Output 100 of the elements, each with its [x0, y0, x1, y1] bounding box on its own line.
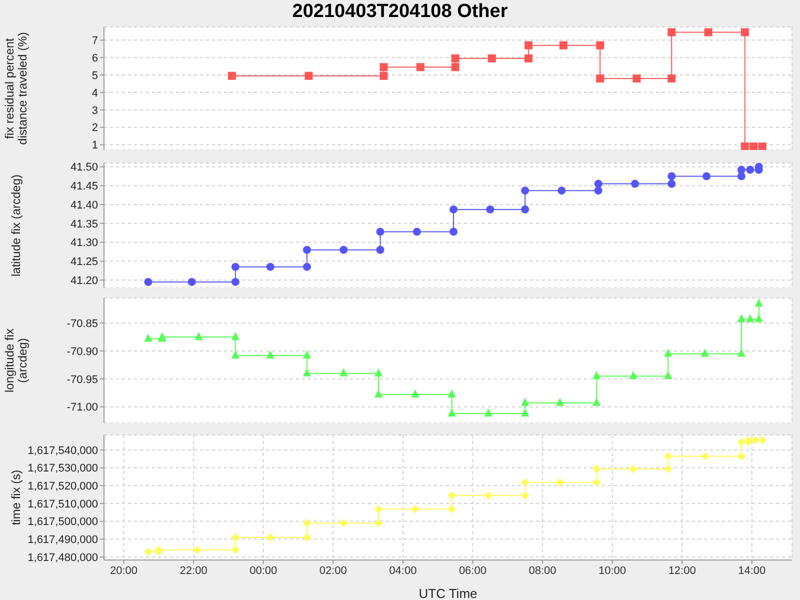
point — [758, 142, 766, 150]
y-tick-label: 3 — [92, 104, 98, 117]
point — [231, 332, 240, 340]
point — [340, 246, 348, 254]
point — [746, 314, 754, 322]
point — [380, 63, 388, 72]
point — [668, 28, 676, 36]
point — [411, 505, 420, 514]
point — [592, 371, 601, 380]
point — [668, 180, 676, 188]
point — [231, 546, 240, 554]
point — [521, 186, 530, 195]
point — [702, 172, 711, 180]
point — [524, 54, 533, 62]
point — [737, 348, 746, 357]
x-tick-label: 22:00 — [180, 564, 208, 577]
point — [302, 350, 311, 358]
y-tick-label: -71.00 — [66, 402, 98, 414]
point — [664, 348, 672, 357]
point — [450, 228, 458, 236]
point — [664, 452, 672, 460]
point — [594, 180, 602, 188]
point — [737, 438, 746, 446]
point — [524, 41, 533, 50]
point — [374, 390, 382, 398]
point — [448, 408, 456, 417]
y-axis-title: time fix (s) — [9, 470, 23, 526]
point — [302, 519, 311, 528]
point — [374, 505, 382, 514]
point — [750, 142, 758, 150]
point — [484, 408, 492, 417]
point — [486, 205, 494, 214]
x-tick-label: 14:00 — [738, 564, 766, 577]
point — [448, 505, 456, 514]
point — [416, 63, 424, 72]
x-tick-label: 06:00 — [458, 564, 486, 577]
y-tick-label: -70.90 — [66, 346, 98, 358]
y-tick-label: -70.85 — [66, 318, 98, 330]
point — [521, 478, 530, 486]
point — [751, 436, 760, 444]
point — [521, 408, 530, 417]
x-tick-label: 00:00 — [250, 564, 278, 577]
point — [629, 371, 638, 380]
point — [302, 262, 311, 271]
point — [304, 72, 313, 80]
point — [521, 491, 530, 500]
point — [746, 166, 754, 174]
point — [592, 465, 601, 474]
point — [594, 186, 602, 195]
point — [144, 334, 152, 342]
y-tick-label: 41.25 — [70, 256, 98, 268]
point — [302, 368, 311, 376]
x-tick-label: 02:00 — [319, 564, 347, 577]
point — [228, 72, 236, 80]
point — [740, 28, 749, 36]
y-tick-label: 41.30 — [70, 237, 98, 250]
point — [266, 533, 274, 542]
y-tick-label: 7 — [92, 34, 98, 47]
point — [668, 172, 676, 180]
point — [374, 519, 382, 528]
point — [630, 180, 639, 188]
y-tick-label: 1,617,520,000 — [28, 480, 98, 493]
y-tick-label: 41.20 — [70, 274, 98, 287]
y-tick-label: 1 — [92, 140, 98, 152]
point — [484, 491, 492, 500]
point — [592, 398, 601, 406]
point — [559, 41, 568, 50]
point — [302, 246, 311, 254]
point — [521, 205, 530, 214]
y-tick-label: 41.45 — [70, 180, 98, 193]
point — [374, 368, 382, 376]
point — [488, 54, 496, 62]
point — [144, 278, 152, 286]
point — [592, 478, 601, 486]
point — [704, 28, 712, 36]
point — [629, 465, 638, 474]
point — [144, 548, 152, 556]
y-tick-label: 1,617,510,000 — [28, 498, 98, 510]
point — [188, 278, 196, 286]
y-axis-title: latitude fix (arcdeg) — [9, 174, 23, 277]
y-tick-label: 1,617,490,000 — [28, 534, 98, 546]
y-tick-label: 41.50 — [70, 162, 98, 174]
point — [700, 348, 709, 357]
point — [632, 74, 641, 82]
point — [556, 478, 564, 486]
y-tick-label: 1,617,480,000 — [28, 552, 98, 564]
point — [231, 350, 240, 358]
y-tick-label: 1,617,530,000 — [28, 462, 98, 475]
point — [740, 142, 749, 150]
y-tick-label: 5 — [92, 70, 98, 82]
x-tick-label: 20:00 — [110, 564, 138, 577]
y-tick-label: 41.35 — [70, 218, 98, 230]
point — [450, 205, 458, 214]
point — [266, 350, 274, 358]
point — [231, 533, 240, 542]
point — [193, 546, 202, 554]
point — [412, 228, 421, 236]
point — [737, 452, 746, 460]
point — [521, 398, 530, 406]
point — [376, 228, 384, 236]
